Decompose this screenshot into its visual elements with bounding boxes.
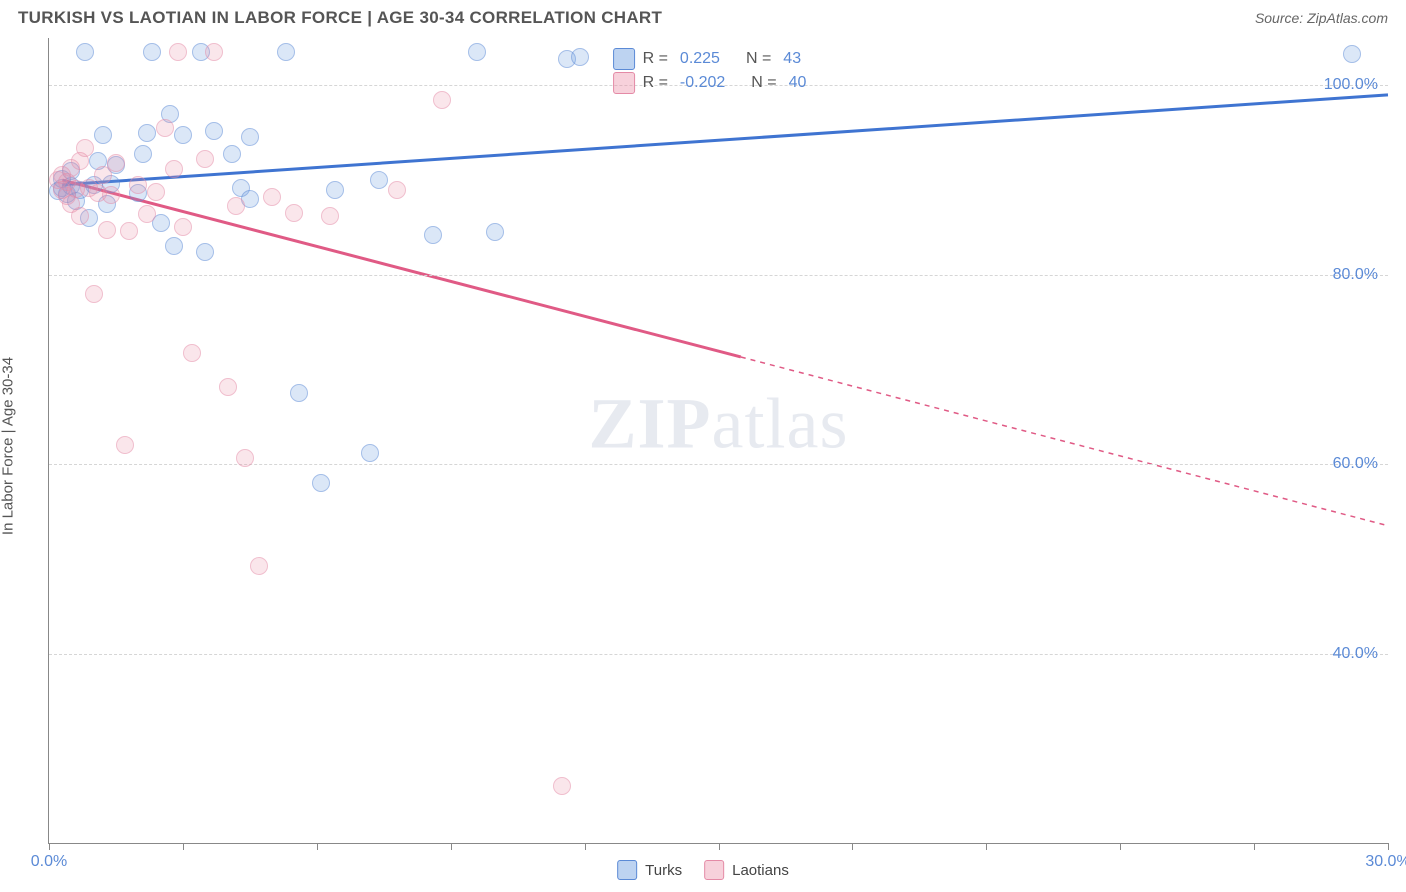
scatter-point (138, 124, 156, 142)
scatter-point (290, 384, 308, 402)
scatter-point (94, 126, 112, 144)
legend-item-laotians: Laotians (704, 860, 789, 880)
y-tick-label: 80.0% (1333, 266, 1378, 284)
legend-row-turks: R = 0.225 N = 43 (613, 48, 825, 70)
scatter-point (312, 474, 330, 492)
watermark: ZIPatlas (589, 383, 849, 466)
scatter-point (236, 449, 254, 467)
trendlines-layer (49, 38, 1388, 843)
scatter-point (76, 139, 94, 157)
chart-title: TURKISH VS LAOTIAN IN LABOR FORCE | AGE … (18, 8, 662, 28)
scatter-point (156, 119, 174, 137)
chart-plot-area: ZIPatlas R = 0.225 N = 43 R = -0.202 N =… (48, 38, 1388, 844)
scatter-point (241, 128, 259, 146)
legend-item-turks: Turks (617, 860, 682, 880)
gridline (49, 654, 1388, 655)
n-value-laotians: 40 (789, 74, 807, 92)
scatter-point (85, 285, 103, 303)
series-legend: Turks Laotians (617, 860, 789, 880)
x-tick-label-max: 30.0% (1365, 853, 1406, 871)
scatter-point (174, 126, 192, 144)
r-label: R = (643, 74, 668, 92)
x-tick (317, 843, 318, 850)
y-tick-label: 60.0% (1333, 455, 1378, 473)
x-tick (451, 843, 452, 850)
scatter-point (370, 171, 388, 189)
swatch-laotians-icon (704, 860, 724, 880)
x-tick (852, 843, 853, 850)
scatter-point (553, 777, 571, 795)
y-tick-label: 40.0% (1333, 645, 1378, 663)
scatter-point (76, 43, 94, 61)
x-tick (719, 843, 720, 850)
y-tick-label: 100.0% (1324, 76, 1378, 94)
x-tick (1388, 843, 1389, 850)
scatter-point (174, 218, 192, 236)
scatter-point (361, 444, 379, 462)
scatter-point (424, 226, 442, 244)
swatch-laotians (613, 72, 635, 94)
chart-source: Source: ZipAtlas.com (1255, 10, 1388, 26)
scatter-point (165, 237, 183, 255)
scatter-point (196, 150, 214, 168)
scatter-point (263, 188, 281, 206)
x-tick (49, 843, 50, 850)
legend-label-laotians: Laotians (732, 862, 789, 879)
n-value-turks: 43 (783, 50, 801, 68)
scatter-point (277, 43, 295, 61)
scatter-point (486, 223, 504, 241)
scatter-point (134, 145, 152, 163)
scatter-point (102, 186, 120, 204)
r-value-laotians: -0.202 (680, 74, 725, 92)
r-label: R = (643, 50, 668, 68)
scatter-point (196, 243, 214, 261)
x-tick (585, 843, 586, 850)
scatter-point (227, 197, 245, 215)
r-value-turks: 0.225 (680, 50, 720, 68)
scatter-point (107, 154, 125, 172)
scatter-point (388, 181, 406, 199)
scatter-point (205, 122, 223, 140)
scatter-point (219, 378, 237, 396)
scatter-point (468, 43, 486, 61)
scatter-point (285, 204, 303, 222)
scatter-point (71, 207, 89, 225)
scatter-point (321, 207, 339, 225)
x-tick (1120, 843, 1121, 850)
scatter-point (223, 145, 241, 163)
scatter-point (205, 43, 223, 61)
scatter-point (138, 205, 156, 223)
n-label: N = (751, 74, 776, 92)
y-axis-label: In Labor Force | Age 30-34 (0, 357, 17, 535)
legend-label-turks: Turks (645, 862, 682, 879)
x-tick (183, 843, 184, 850)
scatter-point (169, 43, 187, 61)
gridline (49, 275, 1388, 276)
scatter-point (433, 91, 451, 109)
legend-row-laotians: R = -0.202 N = 40 (613, 72, 825, 94)
swatch-turks (613, 48, 635, 70)
scatter-point (183, 344, 201, 362)
scatter-point (129, 176, 147, 194)
scatter-point (571, 48, 589, 66)
scatter-point (98, 221, 116, 239)
n-label: N = (746, 50, 771, 68)
scatter-point (165, 160, 183, 178)
x-tick (986, 843, 987, 850)
x-tick-label-min: 0.0% (31, 853, 67, 871)
scatter-point (326, 181, 344, 199)
scatter-point (143, 43, 161, 61)
scatter-point (1343, 45, 1361, 63)
scatter-point (250, 557, 268, 575)
x-tick (1254, 843, 1255, 850)
scatter-point (120, 222, 138, 240)
scatter-point (147, 183, 165, 201)
correlation-legend: R = 0.225 N = 43 R = -0.202 N = 40 (613, 44, 825, 98)
swatch-turks-icon (617, 860, 637, 880)
scatter-point (116, 436, 134, 454)
